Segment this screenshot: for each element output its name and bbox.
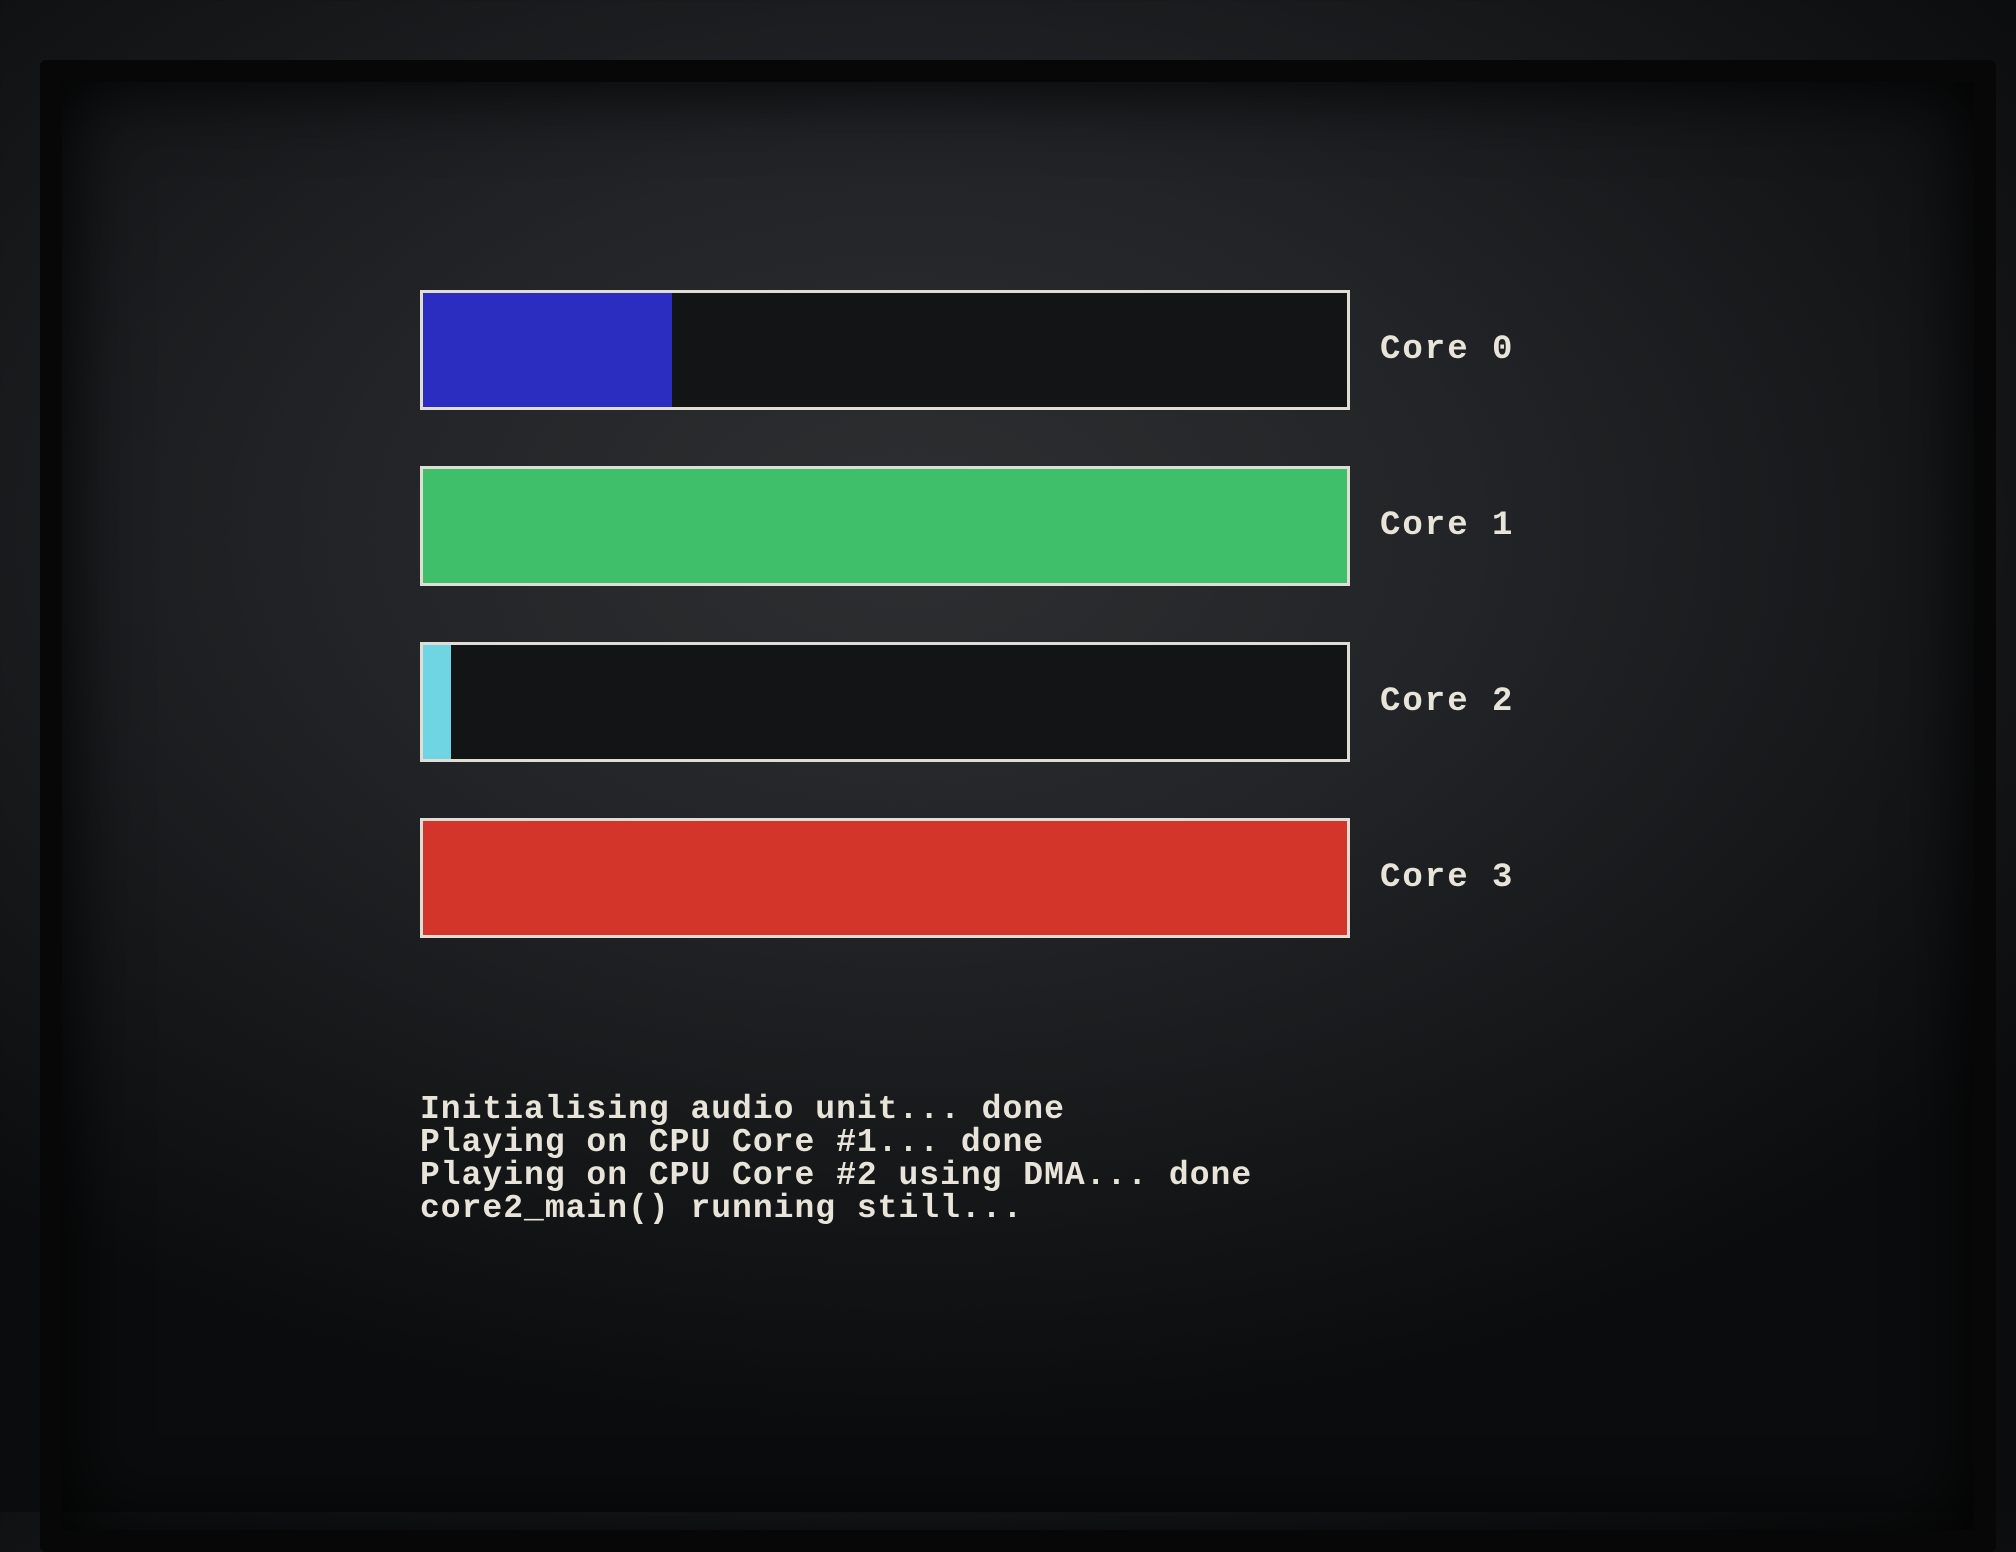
console-output: Initialising audio unit... done Playing … — [420, 1093, 1252, 1225]
core-bar-row: Core 3 — [420, 818, 1580, 938]
core-0-bar — [420, 290, 1350, 410]
core-3-fill — [423, 821, 1347, 935]
core-2-bar — [420, 642, 1350, 762]
core-bar-row: Core 2 — [420, 642, 1580, 762]
screen-area: Core 0 Core 1 Core 2 Core 3 Initialising… — [110, 120, 1926, 1512]
core-0-label: Core 0 — [1380, 331, 1514, 369]
core-2-fill — [423, 645, 451, 759]
core-0-fill — [423, 293, 672, 407]
core-bar-row: Core 1 — [420, 466, 1580, 586]
core-3-bar — [420, 818, 1350, 938]
core-1-fill — [423, 469, 1347, 583]
core-1-bar — [420, 466, 1350, 586]
core-3-label: Core 3 — [1380, 859, 1514, 897]
core-1-label: Core 1 — [1380, 507, 1514, 545]
core-bar-row: Core 0 — [420, 290, 1580, 410]
core-bars-container: Core 0 Core 1 Core 2 Core 3 — [420, 290, 1580, 994]
core-2-label: Core 2 — [1380, 683, 1514, 721]
